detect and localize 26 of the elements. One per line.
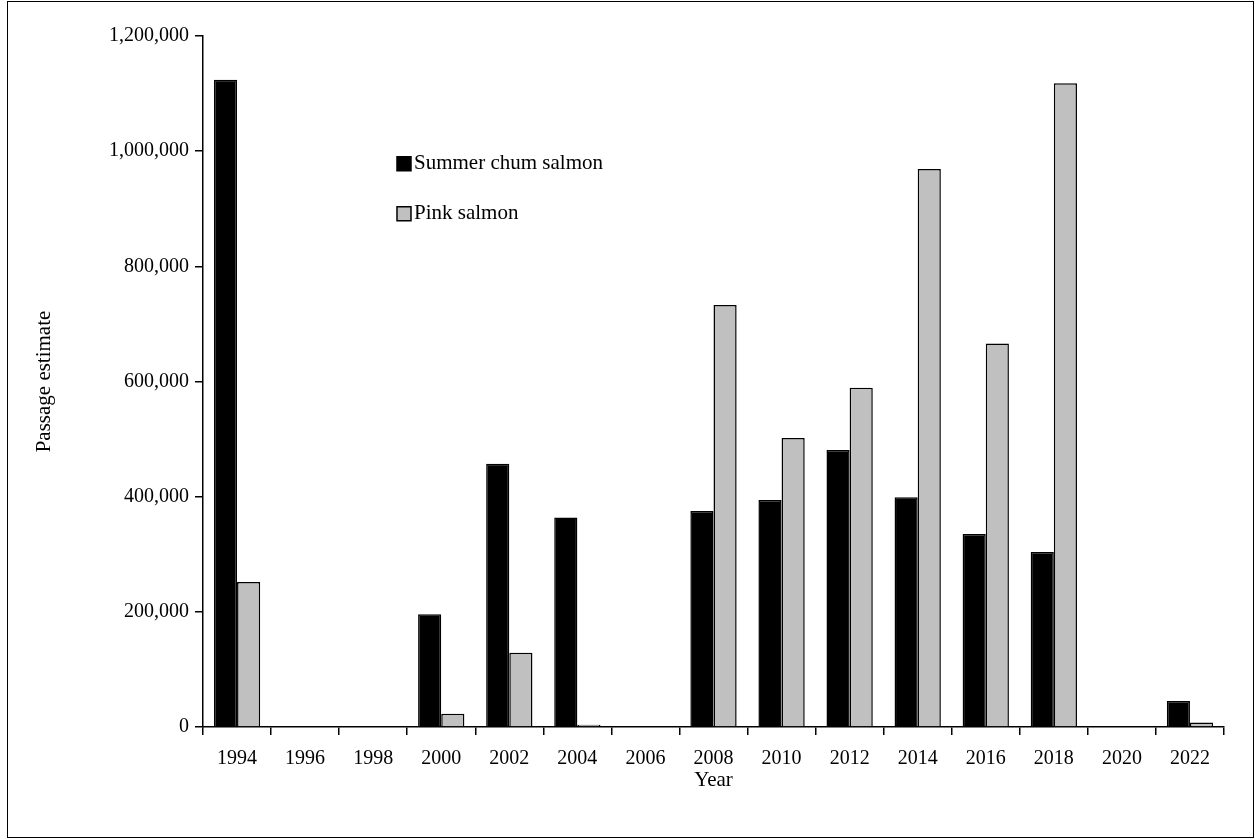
x-tick-label: 2008 (693, 746, 734, 769)
x-tick-label: 2022 (1169, 746, 1210, 769)
legend-label: Summer chum salmon (413, 150, 604, 175)
y-tick-label: 200,000 (124, 599, 189, 622)
y-tick-label: 600,000 (124, 368, 189, 391)
x-tick-label: 2002 (489, 746, 530, 769)
y-tick-label: 0 (179, 714, 189, 737)
x-tick-label: 2000 (421, 746, 462, 769)
x-tick-label: 2014 (897, 746, 938, 769)
x-tick-label: 1998 (353, 746, 394, 769)
legend-label: Pink salmon (413, 200, 519, 225)
x-tick-label: 2018 (1033, 746, 1074, 769)
x-tick-label: 2006 (625, 746, 666, 769)
x-tick-label: 2004 (557, 746, 598, 769)
x-tick-label: 2016 (965, 746, 1006, 769)
x-tick-label: 1994 (217, 746, 258, 769)
y-tick-label: 400,000 (124, 483, 189, 506)
x-axis-title: Year (694, 766, 733, 791)
x-tick-label: 2010 (761, 746, 802, 769)
y-tick-label: 1,200,000 (109, 23, 189, 46)
x-tick-label: 2020 (1101, 746, 1142, 769)
x-tick-label: 2012 (829, 746, 870, 769)
y-axis-title: Passage estimate (31, 310, 56, 453)
y-tick-label: 800,000 (124, 253, 189, 276)
y-tick-label: 1,000,000 (109, 138, 189, 161)
x-tick-label: 1996 (285, 746, 326, 769)
